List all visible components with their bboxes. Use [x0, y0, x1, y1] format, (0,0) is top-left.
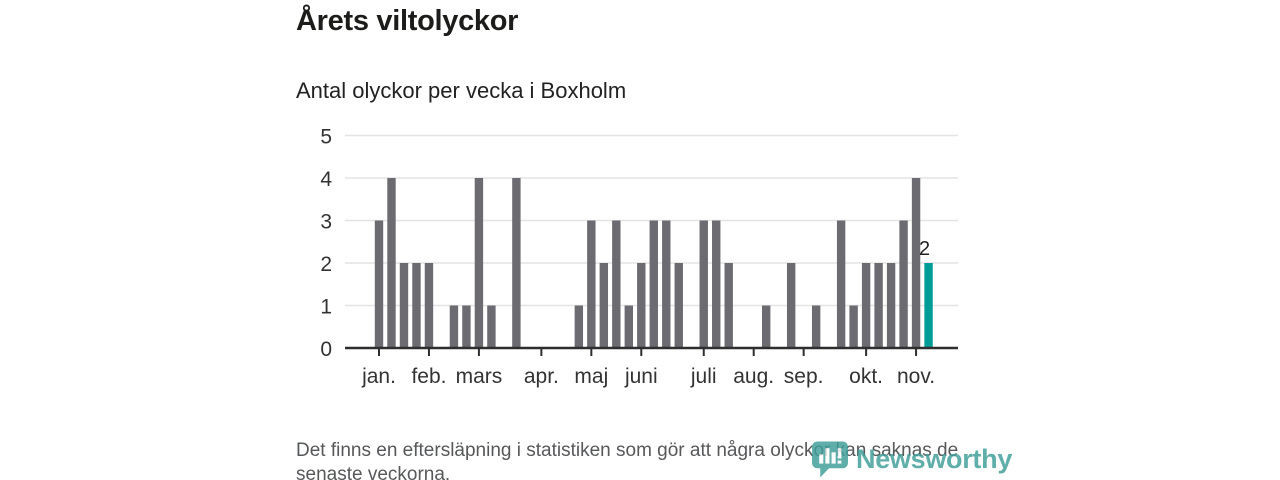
bar-week-22 — [637, 263, 646, 348]
month-label-okt.: okt. — [849, 365, 883, 388]
y-axis-label-4: 4 — [320, 168, 332, 191]
bar-week-10 — [487, 305, 496, 348]
bar-week-4 — [412, 263, 421, 348]
bar-week-20 — [612, 220, 621, 348]
month-label-maj: maj — [574, 365, 608, 388]
bar-week-8 — [462, 305, 471, 348]
bar-week-40 — [861, 263, 871, 348]
y-axis-label-1: 1 — [320, 296, 332, 319]
bar-week-24 — [662, 220, 671, 348]
month-label-juni: juni — [624, 365, 658, 388]
bar-week-39 — [849, 305, 858, 348]
bar-week-23 — [649, 220, 658, 348]
bar-week-43 — [899, 220, 908, 348]
weekly-accidents-bar-chart: 0 1 2 3 4 5 jan. feb. mars apr. maj juni juli aug. sep… — [320, 126, 958, 388]
bar-week-27 — [699, 220, 708, 348]
bar-week-2 — [387, 178, 396, 348]
y-axis-label-3: 3 — [320, 211, 332, 234]
bar-week-25 — [674, 263, 683, 348]
y-axis-label-0: 0 — [320, 338, 332, 361]
y-axis-label-5: 5 — [320, 126, 332, 149]
bar-week-45 — [924, 263, 933, 348]
month-label-sep.: sep. — [784, 365, 824, 388]
bar-week-29 — [724, 263, 733, 348]
newsworthy-logo: Newsworthy — [811, 441, 1012, 478]
month-label-aug.: aug. — [733, 365, 774, 388]
newsworthy-logo-text: Newsworthy — [856, 444, 1013, 474]
bar-week-42 — [886, 263, 896, 348]
y-axis-label-2: 2 — [320, 253, 332, 276]
month-label-apr.: apr. — [524, 365, 559, 388]
bar-week-36 — [811, 305, 821, 348]
highlight-value-label: 2 — [919, 238, 930, 260]
bar-week-17 — [574, 305, 584, 348]
month-label-nov.: nov. — [897, 365, 935, 388]
bar-week-18 — [587, 220, 596, 348]
bar-week-34 — [786, 263, 796, 348]
bar-week-32 — [761, 305, 771, 348]
newsworthy-bubble-chart-icon — [812, 441, 848, 478]
bar-week-28 — [712, 220, 721, 348]
month-label-juli: juli — [690, 365, 717, 388]
page-title: Årets viltolyckor — [296, 5, 519, 37]
bar-week-9 — [474, 178, 484, 348]
month-label-mars: mars — [456, 365, 503, 388]
bar-week-21 — [624, 305, 633, 348]
footer-note: Det finns en eftersläpning i statistiken… — [296, 440, 959, 480]
bar-week-44 — [911, 178, 921, 348]
bar-week-41 — [874, 263, 883, 348]
bar-week-7 — [449, 305, 459, 348]
bar-week-12 — [512, 178, 521, 348]
chart-subtitle: Antal olyckor per vecka i Boxholm — [296, 78, 627, 103]
bar-week-5 — [424, 263, 434, 348]
bar-week-3 — [399, 263, 409, 348]
bar-week-38 — [836, 220, 846, 348]
month-label-jan.: jan. — [361, 365, 396, 388]
month-label-feb.: feb. — [411, 365, 446, 388]
bar-week-19 — [599, 263, 609, 348]
bar-week-1 — [374, 220, 384, 348]
